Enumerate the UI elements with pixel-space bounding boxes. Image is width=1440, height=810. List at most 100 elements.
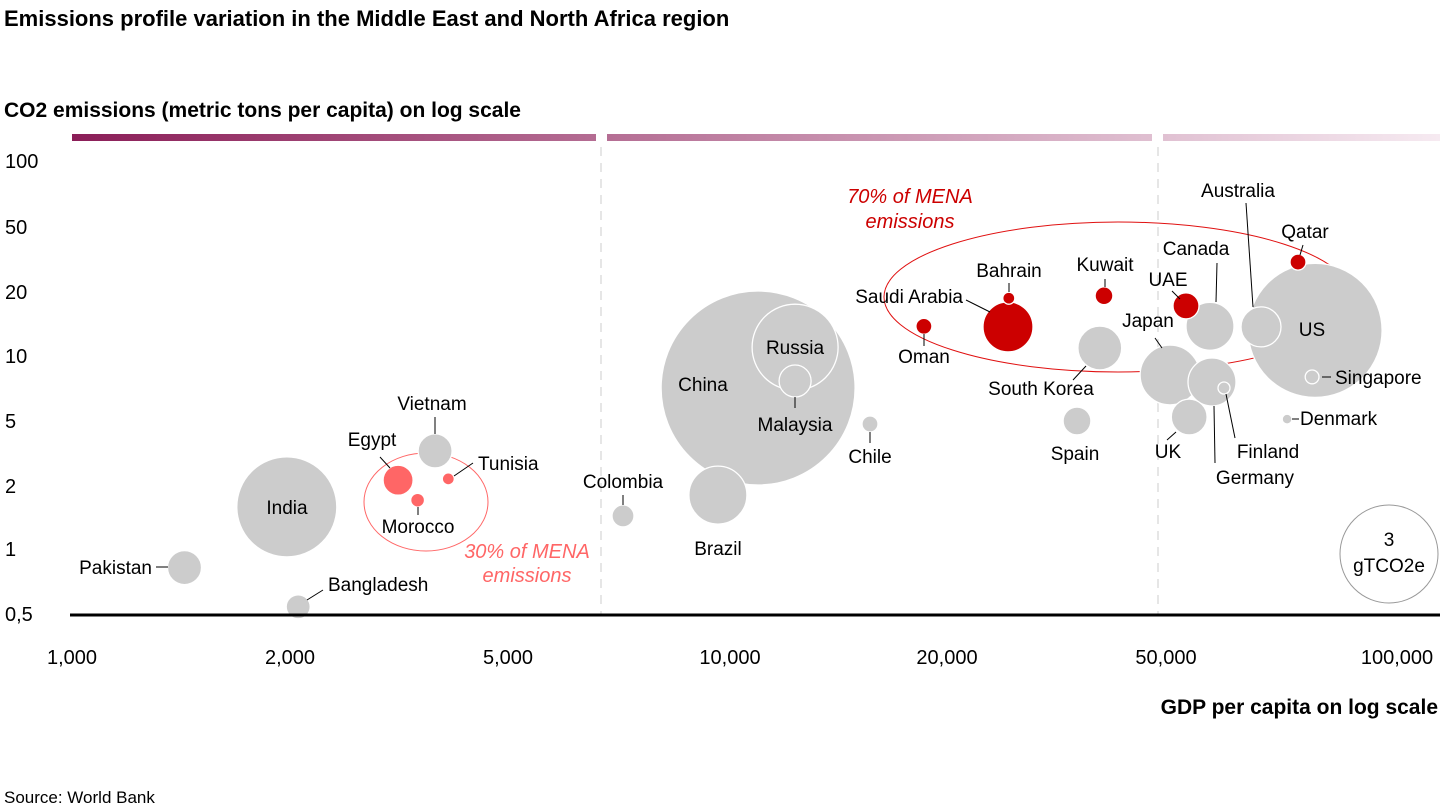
leader-line-japan — [1154, 337, 1163, 349]
annotation-mena-high: 70% of MENA emissions — [847, 186, 973, 233]
label-australia: Australia — [1201, 181, 1275, 202]
x-axis-title: GDP per capita on log scale — [1161, 696, 1438, 719]
y-axis-title: CO2 emissions (metric tons per capita) o… — [4, 99, 521, 122]
label-morocco: Morocco — [382, 517, 455, 538]
income-bands — [72, 134, 1440, 141]
bubble-egypt — [382, 464, 414, 496]
chart-title: Emissions profile variation in the Middl… — [4, 6, 729, 31]
bubble-colombia — [611, 504, 635, 528]
y-tick-label: 1 — [5, 539, 16, 561]
leader-line-uk — [1166, 431, 1177, 441]
bubble-oman — [915, 317, 933, 335]
income-band-high — [1163, 134, 1440, 141]
bubble-vietnam — [417, 433, 453, 469]
y-axis-ticks: 100 50 20 10 5 2 1 0,5 — [5, 151, 38, 626]
bubble-bahrain — [1002, 291, 1016, 305]
label-uk: UK — [1155, 442, 1182, 463]
y-tick-label: 100 — [5, 151, 38, 173]
bubble-malaysia — [778, 364, 812, 398]
bubble-south-korea — [1077, 325, 1123, 371]
annotation-text: emissions — [866, 211, 955, 233]
label-qatar: Qatar — [1281, 222, 1329, 243]
label-japan: Japan — [1122, 311, 1174, 332]
annotation-text: 30% of MENA — [464, 541, 590, 563]
label-bahrain: Bahrain — [976, 261, 1042, 282]
leader-line-australia — [1245, 202, 1254, 308]
label-chile: Chile — [848, 447, 891, 468]
y-tick-label: 20 — [5, 282, 27, 304]
bubble-saudi-arabia — [982, 301, 1034, 353]
bubble-singapore — [1304, 369, 1320, 385]
annotation-text: 70% of MENA — [847, 186, 973, 208]
label-finland: Finland — [1237, 442, 1299, 463]
x-tick-label: 2,000 — [265, 647, 315, 669]
x-tick-label: 50,000 — [1135, 647, 1196, 669]
size-legend-unit: gTCO2e — [1353, 556, 1425, 577]
x-tick-label: 100,000 — [1361, 647, 1433, 669]
label-saudi-arabia: Saudi Arabia — [855, 287, 963, 308]
label-south-korea: South Korea — [988, 379, 1094, 400]
x-axis-ticks: 1,000 2,000 5,000 10,000 20,000 50,000 100,000 — [47, 647, 1433, 669]
leader-line-germany — [1213, 405, 1216, 464]
x-tick-label: 10,000 — [699, 647, 760, 669]
x-tick-label: 5,000 — [483, 647, 533, 669]
y-tick-label: 0,5 — [5, 604, 33, 626]
annotation-text: emissions — [483, 565, 572, 587]
y-tick-label: 2 — [5, 476, 16, 498]
x-tick-label: 1,000 — [47, 647, 97, 669]
label-singapore: Singapore — [1335, 368, 1422, 389]
bubble-india — [236, 456, 338, 558]
bubble-uae — [1172, 292, 1200, 320]
label-china: China — [678, 375, 728, 396]
label-vietnam: Vietnam — [397, 394, 466, 415]
x-tick-label: 20,000 — [916, 647, 977, 669]
income-band-middle — [607, 134, 1152, 141]
bubble-germany — [1187, 357, 1237, 407]
bubble-kuwait — [1094, 286, 1114, 306]
bubble-brazil — [688, 465, 748, 525]
label-bangladesh: Bangladesh — [328, 575, 428, 596]
point-labels: Pakistan Bangladesh India Egypt Morocco Tunis… — [79, 181, 1422, 596]
bubble-pakistan — [166, 549, 203, 586]
label-india: India — [266, 498, 308, 519]
leader-line-south-korea — [1072, 365, 1087, 381]
label-colombia: Colombia — [583, 472, 664, 493]
leader-line-tunisia — [453, 462, 474, 477]
source-note: Source: World Bank — [4, 788, 155, 807]
label-germany: Germany — [1216, 468, 1295, 489]
leader-line-finland — [1225, 393, 1236, 439]
leader-line-egypt — [379, 456, 391, 469]
y-tick-label: 50 — [5, 217, 27, 239]
leader-line-uae — [1171, 290, 1181, 300]
leader-line-canada — [1215, 262, 1218, 303]
size-legend-value: 3 — [1384, 530, 1395, 551]
label-us: US — [1299, 320, 1325, 341]
bubble-denmark — [1281, 413, 1293, 425]
label-malaysia: Malaysia — [758, 415, 833, 436]
bubble-australia — [1240, 306, 1282, 348]
label-spain: Spain — [1051, 444, 1100, 465]
bubble-finland — [1217, 381, 1231, 395]
label-tunisia: Tunisia — [478, 454, 539, 475]
bubble-spain — [1062, 406, 1092, 436]
label-oman: Oman — [898, 347, 950, 368]
label-leader-lines — [156, 202, 1331, 601]
label-denmark: Denmark — [1300, 409, 1378, 430]
size-legend-circle — [1339, 504, 1439, 604]
bubble-morocco — [410, 492, 426, 508]
annotation-mena-low: 30% of MENA emissions — [464, 541, 590, 587]
bubble-chile — [861, 415, 879, 433]
label-egypt: Egypt — [348, 430, 397, 451]
leader-line-bangladesh — [306, 589, 324, 601]
bubbles — [166, 253, 1383, 620]
y-tick-label: 5 — [5, 411, 16, 433]
bubble-tunisia — [441, 472, 455, 486]
label-pakistan: Pakistan — [79, 558, 152, 579]
size-legend: 3 gTCO2e — [1339, 504, 1439, 604]
label-russia: Russia — [766, 338, 825, 359]
bubble-qatar — [1289, 253, 1307, 271]
label-uae: UAE — [1148, 270, 1187, 291]
label-canada: Canada — [1163, 239, 1230, 260]
bubble-uk — [1170, 398, 1208, 436]
